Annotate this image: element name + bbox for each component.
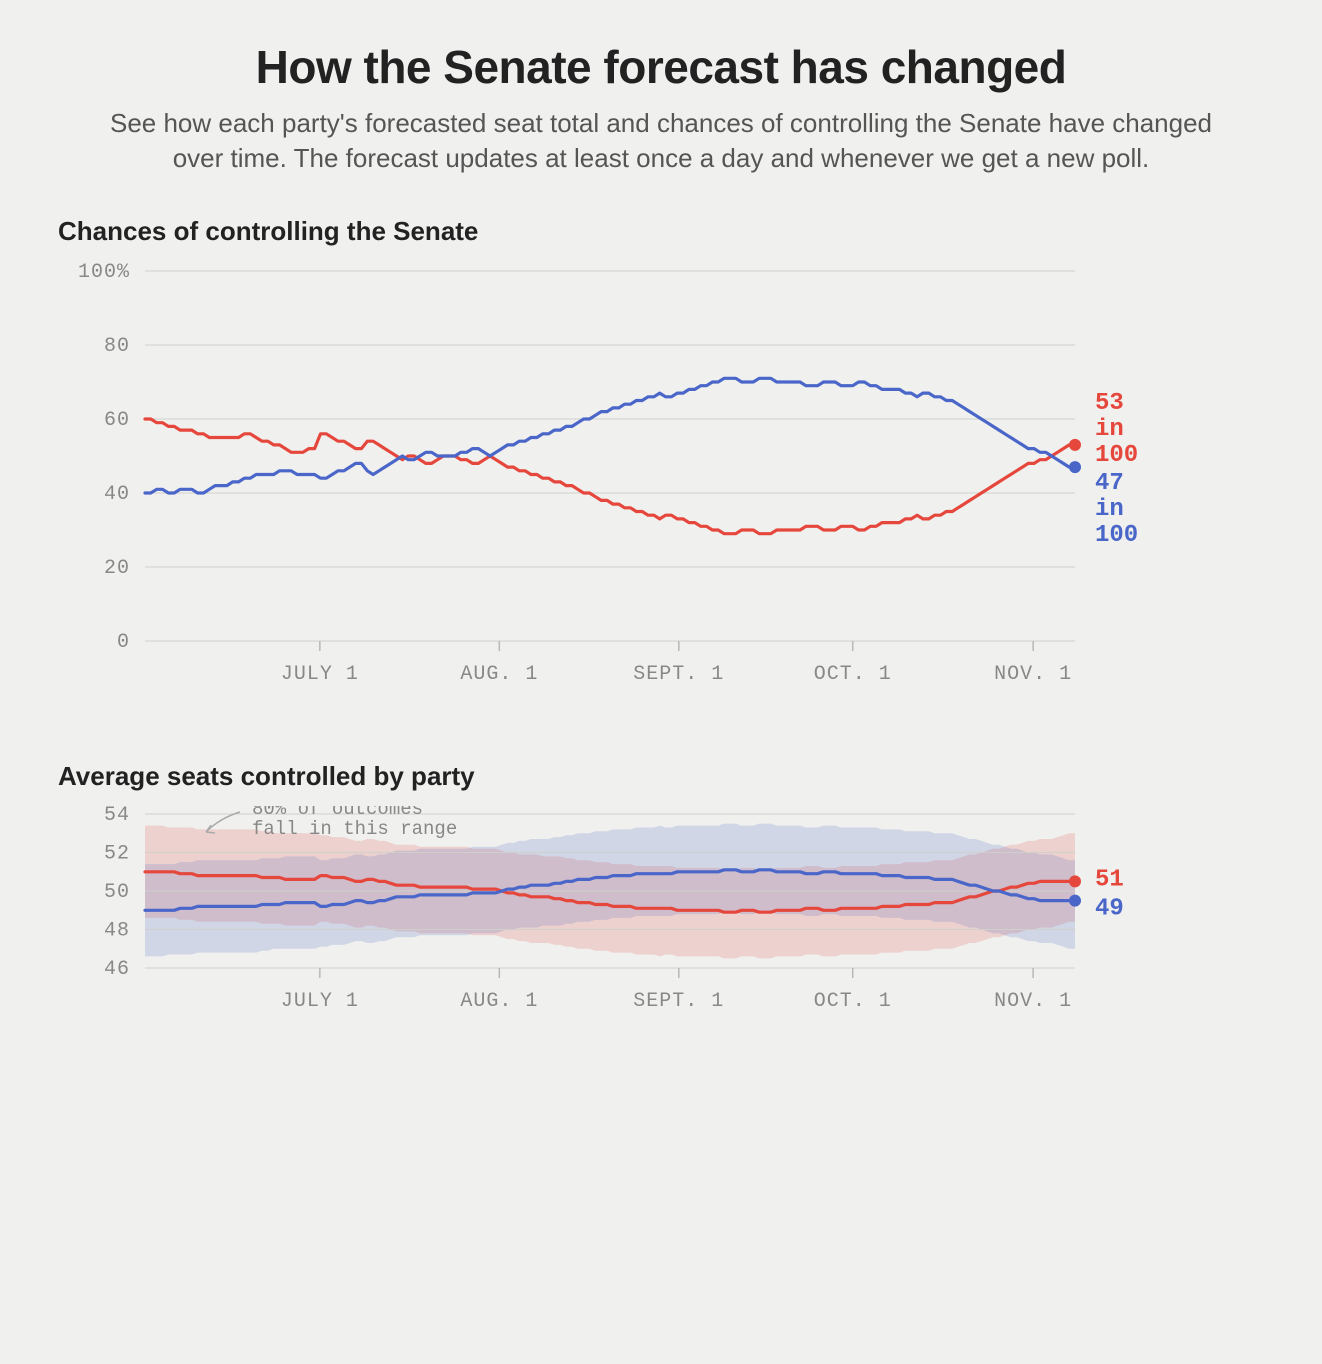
page: How the Senate forecast has changed See … [0,0,1322,1081]
y-tick-label: 46 [104,958,130,981]
annotation-line2: fall in this range [252,818,457,840]
chart1-svg: 0 20 40 60 80 100% JULY 1 AUG. 1 SEPT. 1 OCT. 1 NO… [50,261,1180,691]
annotation-arrow [206,812,240,832]
chart1-title: Chances of controlling the Senate [58,216,1272,247]
y-tick-label: 100% [78,261,130,284]
y-tick-label: 48 [104,920,130,943]
page-title: How the Senate forecast has changed [50,40,1272,94]
end-dot-red [1069,876,1081,888]
y-tick-label: 80 [104,335,130,358]
y-tick-label: 60 [104,409,130,432]
y-tick-label: 52 [104,843,130,866]
end-label-blue: 100 [1095,522,1138,549]
month-label: SEPT. 1 [633,990,724,1013]
month-label: JULY 1 [281,990,359,1013]
series-blue [145,378,1075,493]
month-label: NOV. 1 [994,990,1072,1013]
end-dot-blue [1069,895,1081,907]
end-dot-blue [1069,461,1081,473]
y-tick-label: 20 [104,557,130,580]
month-label: JULY 1 [281,663,359,686]
end-label-blue: in [1095,496,1124,523]
month-label: AUG. 1 [460,990,538,1013]
chart2-title: Average seats controlled by party [58,761,1272,792]
end-label-blue: 49 [1095,896,1124,923]
month-label: AUG. 1 [460,663,538,686]
end-label-red: 100 [1095,442,1138,469]
end-label-red: 51 [1095,867,1124,894]
month-label: OCT. 1 [814,663,892,686]
end-label-blue: 47 [1095,470,1124,497]
chart-seats: Average seats controlled by party 46 48 50… [50,761,1272,1021]
end-dot-red [1069,439,1081,451]
y-tick-label: 40 [104,483,130,506]
end-label-red: in [1095,416,1124,443]
chart2-svg: 46 48 50 52 54 JULY 1 AUG. 1 SEPT. 1 OCT. 1 NOV. … [50,806,1180,1016]
y-tick-label: 54 [104,806,130,827]
series-red [145,419,1075,534]
y-tick-label: 0 [117,631,130,654]
month-label: NOV. 1 [994,663,1072,686]
chart-chances: Chances of controlling the Senate 0 20 40 6… [50,216,1272,696]
page-subtitle: See how each party's forecasted seat tot… [86,106,1236,176]
y-tick-label: 50 [104,881,130,904]
month-label: SEPT. 1 [633,663,724,686]
end-label-red: 53 [1095,390,1124,417]
month-label: OCT. 1 [814,990,892,1013]
